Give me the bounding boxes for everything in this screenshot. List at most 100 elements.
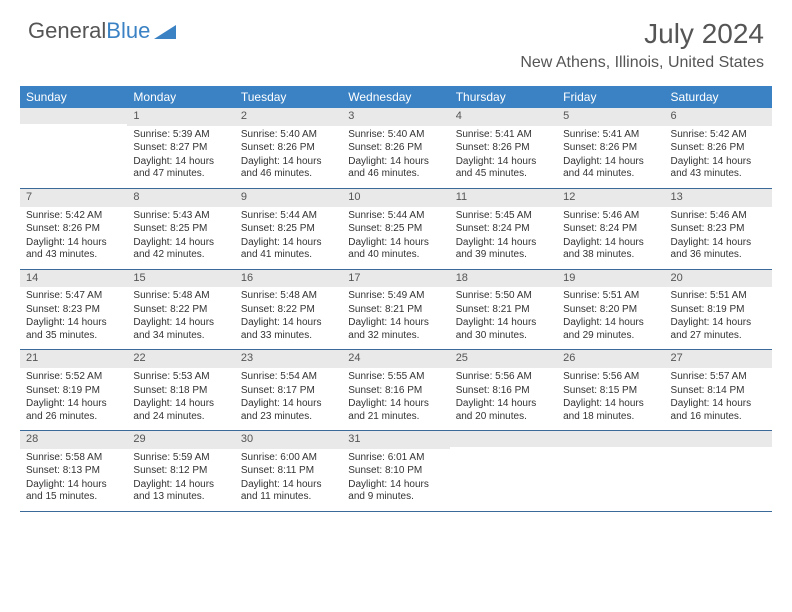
cell-body: Sunrise: 5:50 AMSunset: 8:21 PMDaylight:… <box>450 287 557 349</box>
cell-body: Sunrise: 5:56 AMSunset: 8:16 PMDaylight:… <box>450 368 557 430</box>
calendar-cell: 5Sunrise: 5:41 AMSunset: 8:26 PMDaylight… <box>557 108 664 188</box>
day-number: 23 <box>235 350 342 368</box>
sunset-text: Sunset: 8:25 PM <box>241 223 336 236</box>
sunrise-text: Sunrise: 5:48 AM <box>241 290 336 303</box>
day-number: 12 <box>557 189 664 207</box>
sunset-text: Sunset: 8:21 PM <box>348 304 443 317</box>
day-number: 2 <box>235 108 342 126</box>
cell-body: Sunrise: 5:40 AMSunset: 8:26 PMDaylight:… <box>235 126 342 188</box>
cell-body: Sunrise: 5:51 AMSunset: 8:20 PMDaylight:… <box>557 287 664 349</box>
sunrise-text: Sunrise: 5:45 AM <box>456 210 551 223</box>
day-number: 28 <box>20 431 127 449</box>
day-number: 20 <box>665 270 772 288</box>
week-row: 28Sunrise: 5:58 AMSunset: 8:13 PMDayligh… <box>20 431 772 512</box>
calendar-cell: 25Sunrise: 5:56 AMSunset: 8:16 PMDayligh… <box>450 350 557 430</box>
cell-body: Sunrise: 5:39 AMSunset: 8:27 PMDaylight:… <box>127 126 234 188</box>
sunrise-text: Sunrise: 5:40 AM <box>241 129 336 142</box>
cell-body: Sunrise: 5:46 AMSunset: 8:23 PMDaylight:… <box>665 207 772 269</box>
sunset-text: Sunset: 8:23 PM <box>26 304 121 317</box>
calendar-cell <box>20 108 127 188</box>
sunrise-text: Sunrise: 5:41 AM <box>456 129 551 142</box>
day-number <box>450 431 557 447</box>
calendar-cell: 20Sunrise: 5:51 AMSunset: 8:19 PMDayligh… <box>665 270 772 350</box>
sunrise-text: Sunrise: 5:52 AM <box>26 371 121 384</box>
day-number: 8 <box>127 189 234 207</box>
cell-body: Sunrise: 5:44 AMSunset: 8:25 PMDaylight:… <box>342 207 449 269</box>
daylight-text: Daylight: 14 hours and 16 minutes. <box>671 398 766 423</box>
daylight-text: Daylight: 14 hours and 42 minutes. <box>133 237 228 262</box>
month-title: July 2024 <box>520 18 764 50</box>
sunset-text: Sunset: 8:22 PM <box>241 304 336 317</box>
sunrise-text: Sunrise: 5:42 AM <box>671 129 766 142</box>
sunset-text: Sunset: 8:19 PM <box>26 385 121 398</box>
cell-body: Sunrise: 5:57 AMSunset: 8:14 PMDaylight:… <box>665 368 772 430</box>
dayhead: Friday <box>557 86 664 108</box>
sunset-text: Sunset: 8:26 PM <box>241 142 336 155</box>
sunset-text: Sunset: 8:24 PM <box>456 223 551 236</box>
calendar-cell: 16 Sunrise: 5:48 AMSunset: 8:22 PMDayligh… <box>235 270 342 350</box>
sunrise-text: Sunrise: 5:51 AM <box>671 290 766 303</box>
cell-body: Sunrise: 5:42 AMSunset: 8:26 PMDaylight:… <box>665 126 772 188</box>
calendar-cell: 11Sunrise: 5:45 AMSunset: 8:24 PMDayligh… <box>450 189 557 269</box>
daylight-text: Daylight: 14 hours and 30 minutes. <box>456 317 551 342</box>
cell-body: Sunrise: 6:01 AMSunset: 8:10 PMDaylight:… <box>342 449 449 511</box>
day-number: 13 <box>665 189 772 207</box>
sunrise-text: Sunrise: 5:47 AM <box>26 290 121 303</box>
sunset-text: Sunset: 8:26 PM <box>456 142 551 155</box>
sunrise-text: Sunrise: 5:43 AM <box>133 210 228 223</box>
daylight-text: Daylight: 14 hours and 23 minutes. <box>241 398 336 423</box>
sunrise-text: Sunrise: 5:46 AM <box>671 210 766 223</box>
calendar-cell: 28Sunrise: 5:58 AMSunset: 8:13 PMDayligh… <box>20 431 127 511</box>
cell-body: Sunrise: 6:00 AMSunset: 8:11 PMDaylight:… <box>235 449 342 511</box>
day-number: 16 <box>235 270 342 288</box>
sunset-text: Sunset: 8:26 PM <box>348 142 443 155</box>
sunrise-text: Sunrise: 5:56 AM <box>456 371 551 384</box>
calendar-cell: 15Sunrise: 5:48 AMSunset: 8:22 PMDayligh… <box>127 270 234 350</box>
sunset-text: Sunset: 8:26 PM <box>563 142 658 155</box>
calendar-cell: 2Sunrise: 5:40 AMSunset: 8:26 PMDaylight… <box>235 108 342 188</box>
daylight-text: Daylight: 14 hours and 47 minutes. <box>133 156 228 181</box>
cell-body: Sunrise: 5:46 AMSunset: 8:24 PMDaylight:… <box>557 207 664 269</box>
cell-body: Sunrise: 5:40 AMSunset: 8:26 PMDaylight:… <box>342 126 449 188</box>
sunset-text: Sunset: 8:24 PM <box>563 223 658 236</box>
cell-body: Sunrise: 5:43 AMSunset: 8:25 PMDaylight:… <box>127 207 234 269</box>
dayhead: Wednesday <box>342 86 449 108</box>
cell-body: Sunrise: 5:52 AMSunset: 8:19 PMDaylight:… <box>20 368 127 430</box>
sunset-text: Sunset: 8:26 PM <box>26 223 121 236</box>
daylight-text: Daylight: 14 hours and 46 minutes. <box>241 156 336 181</box>
cell-body <box>665 447 772 456</box>
sunrise-text: Sunrise: 5:41 AM <box>563 129 658 142</box>
daylight-text: Daylight: 14 hours and 32 minutes. <box>348 317 443 342</box>
calendar-cell: 6Sunrise: 5:42 AMSunset: 8:26 PMDaylight… <box>665 108 772 188</box>
day-number: 5 <box>557 108 664 126</box>
cell-body: Sunrise: 5:59 AMSunset: 8:12 PMDaylight:… <box>127 449 234 511</box>
daylight-text: Daylight: 14 hours and 34 minutes. <box>133 317 228 342</box>
calendar-cell: 21Sunrise: 5:52 AMSunset: 8:19 PMDayligh… <box>20 350 127 430</box>
daylight-text: Daylight: 14 hours and 33 minutes. <box>241 317 336 342</box>
calendar-cell: 7Sunrise: 5:42 AMSunset: 8:26 PMDaylight… <box>20 189 127 269</box>
daylight-text: Daylight: 14 hours and 43 minutes. <box>26 237 121 262</box>
dayhead-row: SundayMondayTuesdayWednesdayThursdayFrid… <box>20 86 772 108</box>
sunset-text: Sunset: 8:13 PM <box>26 465 121 478</box>
day-number: 26 <box>557 350 664 368</box>
sunrise-text: Sunrise: 5:54 AM <box>241 371 336 384</box>
sunset-text: Sunset: 8:23 PM <box>671 223 766 236</box>
cell-body: Sunrise: 5:47 AMSunset: 8:23 PMDaylight:… <box>20 287 127 349</box>
cell-body: Sunrise: 5:58 AMSunset: 8:13 PMDaylight:… <box>20 449 127 511</box>
cell-body <box>20 124 127 133</box>
day-number: 9 <box>235 189 342 207</box>
title-block: July 2024 New Athens, Illinois, United S… <box>520 18 764 72</box>
calendar-cell: 30Sunrise: 6:00 AMSunset: 8:11 PMDayligh… <box>235 431 342 511</box>
cell-body <box>557 447 664 456</box>
weeks-container: 1Sunrise: 5:39 AMSunset: 8:27 PMDaylight… <box>20 108 772 512</box>
sunrise-text: Sunrise: 5:58 AM <box>26 452 121 465</box>
calendar-cell <box>665 431 772 511</box>
sunrise-text: Sunrise: 5:51 AM <box>563 290 658 303</box>
daylight-text: Daylight: 14 hours and 18 minutes. <box>563 398 658 423</box>
daylight-text: Daylight: 14 hours and 40 minutes. <box>348 237 443 262</box>
sunrise-text: Sunrise: 5:44 AM <box>348 210 443 223</box>
day-number <box>665 431 772 447</box>
location: New Athens, Illinois, United States <box>520 54 764 72</box>
cell-body: Sunrise: 5:44 AMSunset: 8:25 PMDaylight:… <box>235 207 342 269</box>
cell-body: Sunrise: 5:55 AMSunset: 8:16 PMDaylight:… <box>342 368 449 430</box>
